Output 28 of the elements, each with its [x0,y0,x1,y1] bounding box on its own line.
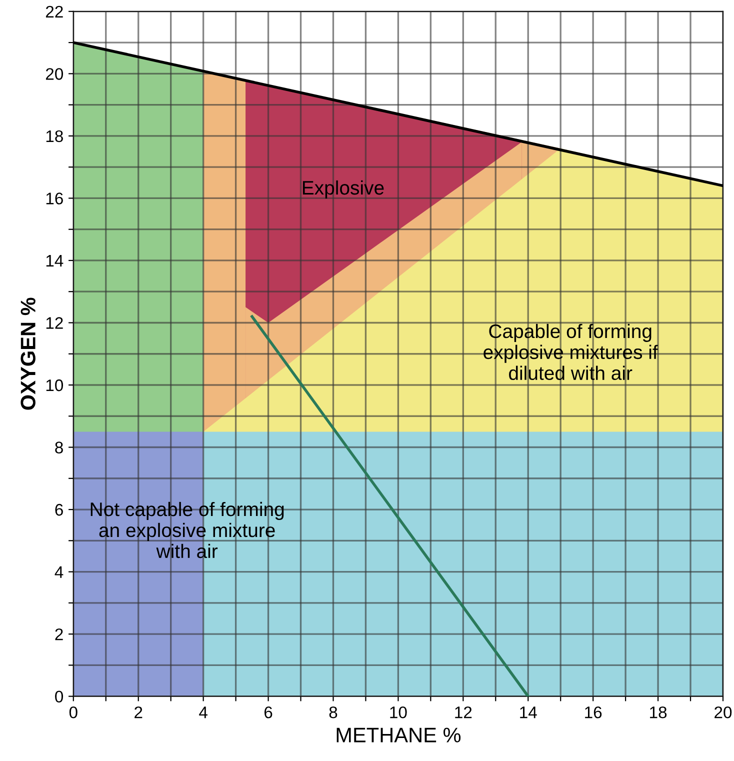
y-tick-label: 22 [46,6,63,18]
y-tick-label: 8 [55,442,63,454]
y-tick-label: 18 [46,130,63,142]
y-tick-label: 6 [55,504,63,516]
x-tick-label: 6 [264,706,272,718]
y-tick-label: 12 [46,317,63,329]
y-tick-label: 2 [55,628,63,640]
annotation: Not capable of forming an explosive mixture with air [90,502,284,558]
x-axis-title: METHANE % [336,728,461,742]
x-tick-label: 18 [650,706,667,718]
x-tick-label: 4 [199,706,208,718]
annotation: Explosive [302,180,384,199]
y-tick-label: 16 [46,192,63,204]
x-tick-label: 8 [329,706,338,718]
x-tick-label: 16 [585,706,602,718]
x-tick-label: 0 [69,706,78,718]
y-tick-label: 4 [54,566,64,578]
x-tick-label: 14 [520,706,537,718]
x-tick-label: 20 [714,706,732,718]
y-tick-label: 10 [46,379,64,392]
y-tick-label: 0 [55,690,64,703]
x-tick-label: 10 [390,706,407,718]
annotation: Capable of forming explosive mixtures if diluted with air [484,324,658,380]
y-tick-label: 20 [46,68,64,80]
x-tick-label: 2 [134,706,142,718]
x-tick-label: 12 [455,706,472,718]
y-axis-title: OXYGEN % [20,298,36,410]
y-tick-label: 14 [46,255,64,267]
